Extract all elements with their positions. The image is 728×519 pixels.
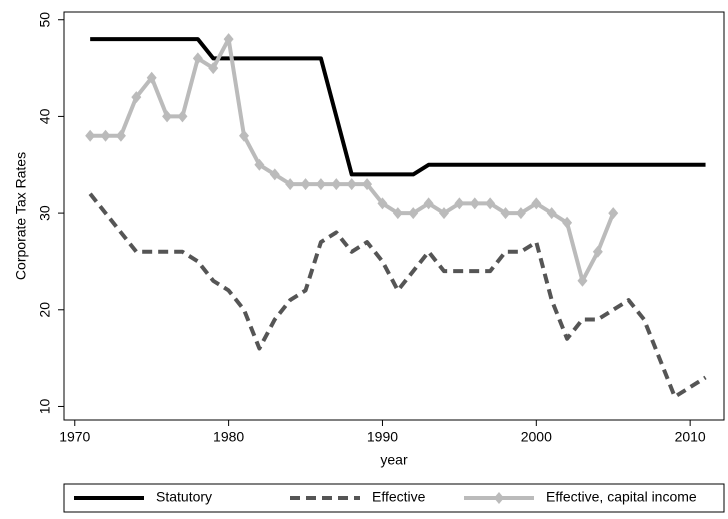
- marker: [454, 197, 465, 210]
- marker: [592, 245, 603, 258]
- legend-label: Statutory: [156, 489, 212, 505]
- marker: [100, 129, 111, 142]
- marker: [146, 71, 157, 84]
- y-tick-label: 30: [37, 205, 53, 221]
- marker: [423, 197, 434, 210]
- x-axis-label: year: [380, 452, 408, 468]
- legend-label: Effective: [372, 489, 426, 505]
- marker: [562, 216, 573, 229]
- x-tick-label: 2000: [521, 429, 552, 445]
- marker: [85, 129, 96, 142]
- legend-label: Effective, capital income: [546, 489, 697, 505]
- marker: [315, 178, 326, 191]
- marker: [531, 197, 542, 210]
- marker: [377, 197, 388, 210]
- x-tick-label: 1990: [367, 429, 398, 445]
- marker: [223, 33, 234, 46]
- x-tick-label: 1970: [59, 429, 90, 445]
- marker: [362, 178, 373, 191]
- marker: [408, 207, 419, 220]
- y-axis-label: Corporate Tax Rates: [13, 152, 29, 280]
- marker: [469, 197, 480, 210]
- marker: [115, 129, 126, 142]
- marker: [177, 110, 188, 123]
- marker: [285, 178, 296, 191]
- marker: [515, 207, 526, 220]
- series-line: [88, 192, 707, 399]
- marker: [392, 207, 403, 220]
- marker: [131, 91, 142, 104]
- marker: [500, 207, 511, 220]
- marker: [346, 178, 357, 191]
- y-tick-label: 40: [37, 108, 53, 124]
- x-tick-label: 2010: [675, 429, 706, 445]
- marker: [577, 274, 588, 287]
- marker: [608, 207, 619, 220]
- legend-box: [63, 483, 725, 513]
- marker: [239, 129, 249, 142]
- series-line: [90, 37, 706, 177]
- marker: [331, 178, 342, 191]
- marker: [208, 62, 219, 75]
- marker: [485, 197, 496, 210]
- marker: [254, 158, 265, 171]
- x-tick-label: 1980: [213, 429, 244, 445]
- plot-frame: [63, 11, 725, 421]
- y-tick-label: 10: [37, 398, 53, 414]
- marker: [439, 207, 449, 220]
- marker: [162, 110, 173, 123]
- marker: [192, 52, 203, 65]
- marker: [300, 178, 311, 191]
- y-tick-label: 20: [37, 302, 53, 318]
- marker: [269, 168, 280, 181]
- marker: [546, 207, 557, 220]
- legend-marker: [494, 492, 504, 504]
- series-line: [90, 37, 616, 283]
- y-tick-label: 50: [37, 12, 53, 28]
